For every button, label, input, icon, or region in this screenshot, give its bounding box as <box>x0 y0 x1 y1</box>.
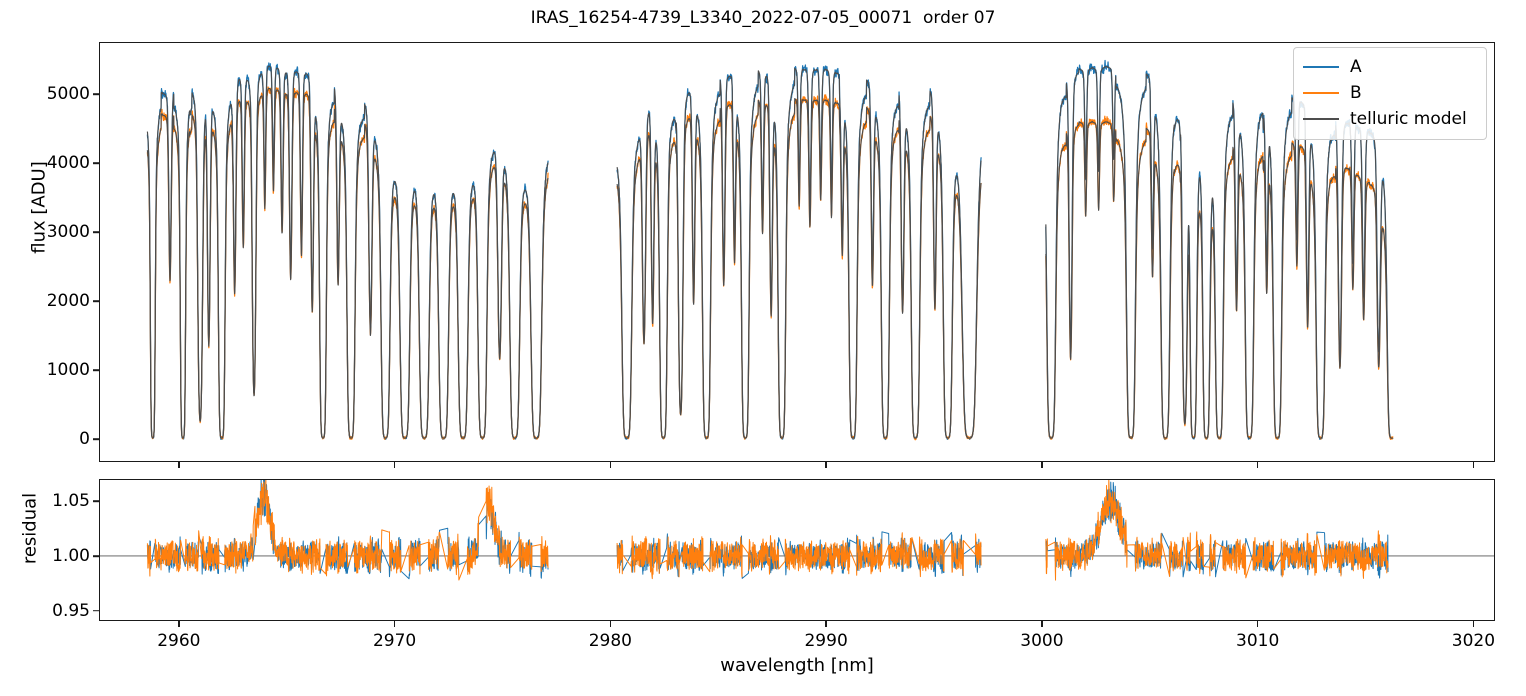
flux-y-tick-label: 4000 <box>46 153 90 174</box>
wavelength-tick-mark <box>1256 621 1259 627</box>
wavelength-tick-mark <box>609 462 612 468</box>
flux-y-tick-mark <box>93 162 99 165</box>
flux-series-telluric-model <box>146 65 1394 439</box>
legend-item-a[interactable]: A <box>1303 54 1477 80</box>
wavelength-tick-mark <box>609 621 612 627</box>
page-title: IRAS_16254-4739_L3340_2022-07-05_00071 o… <box>530 8 996 28</box>
residual-y-tick-label: 0.95 <box>52 600 90 621</box>
legend-item-label: telluric model <box>1350 108 1467 129</box>
residual-series-b <box>146 480 1389 581</box>
wavelength-tick-label: 3020 <box>1451 631 1496 651</box>
wavelength-tick-label: 3010 <box>1236 631 1280 651</box>
wavelength-tick-mark <box>393 621 396 627</box>
wavelength-tick-mark <box>393 462 396 468</box>
legend-line-icon <box>1303 92 1339 94</box>
wavelength-tick-mark <box>1041 462 1043 468</box>
flux-y-tick-label: 2000 <box>46 291 90 312</box>
residual-y-tick-mark <box>93 609 99 612</box>
flux-y-tick-mark <box>93 93 99 96</box>
residual-panel <box>99 479 1495 621</box>
wavelength-axis-label: wavelength [nm] <box>720 655 874 676</box>
legend-item-label: A <box>1350 56 1362 77</box>
flux-y-tick-label: 5000 <box>46 84 90 105</box>
wavelength-tick-mark <box>1472 462 1475 468</box>
wavelength-tick-mark <box>1041 621 1043 627</box>
flux-y-tick-label: 3000 <box>46 222 90 243</box>
wavelength-tick-mark <box>1256 462 1259 468</box>
residual-axis-label: residual <box>19 492 41 565</box>
wavelength-tick-label: 2990 <box>804 631 848 651</box>
wavelength-tick-label: 2980 <box>588 631 632 651</box>
wavelength-tick-mark <box>178 462 180 468</box>
wavelength-tick-label: 2960 <box>157 631 201 651</box>
residual-y-tick-mark <box>93 500 99 503</box>
residual-y-tick-label: 1.00 <box>52 546 90 566</box>
residual-plot-area <box>100 480 1494 581</box>
flux-y-tick-label: 0 <box>79 429 90 450</box>
legend-item-telluric-model[interactable]: telluric model <box>1303 106 1477 132</box>
flux-y-tick-mark <box>93 231 99 234</box>
residual-y-tick-mark <box>93 555 99 557</box>
flux-y-tick-mark <box>93 300 99 303</box>
wavelength-tick-mark <box>825 462 827 468</box>
wavelength-tick-label: 2970 <box>372 631 417 651</box>
flux-plot-area <box>146 59 1394 441</box>
wavelength-tick-mark <box>178 621 180 627</box>
residual-y-tick-label: 1.05 <box>52 491 90 512</box>
legend-line-icon <box>1303 66 1339 68</box>
wavelength-tick-label: 3000 <box>1020 631 1064 651</box>
wavelength-tick-mark <box>825 621 827 627</box>
flux-y-tick-mark <box>93 369 99 372</box>
legend-item-label: B <box>1350 82 1362 103</box>
flux-y-tick-label: 1000 <box>46 360 90 381</box>
legend-line-icon <box>1303 118 1339 120</box>
legend-item-b[interactable]: B <box>1303 80 1477 106</box>
flux-axis-label: flux [ADU] <box>28 161 50 254</box>
flux-panel <box>99 42 1495 462</box>
flux-y-tick-mark <box>93 438 99 441</box>
wavelength-tick-mark <box>1472 621 1475 627</box>
